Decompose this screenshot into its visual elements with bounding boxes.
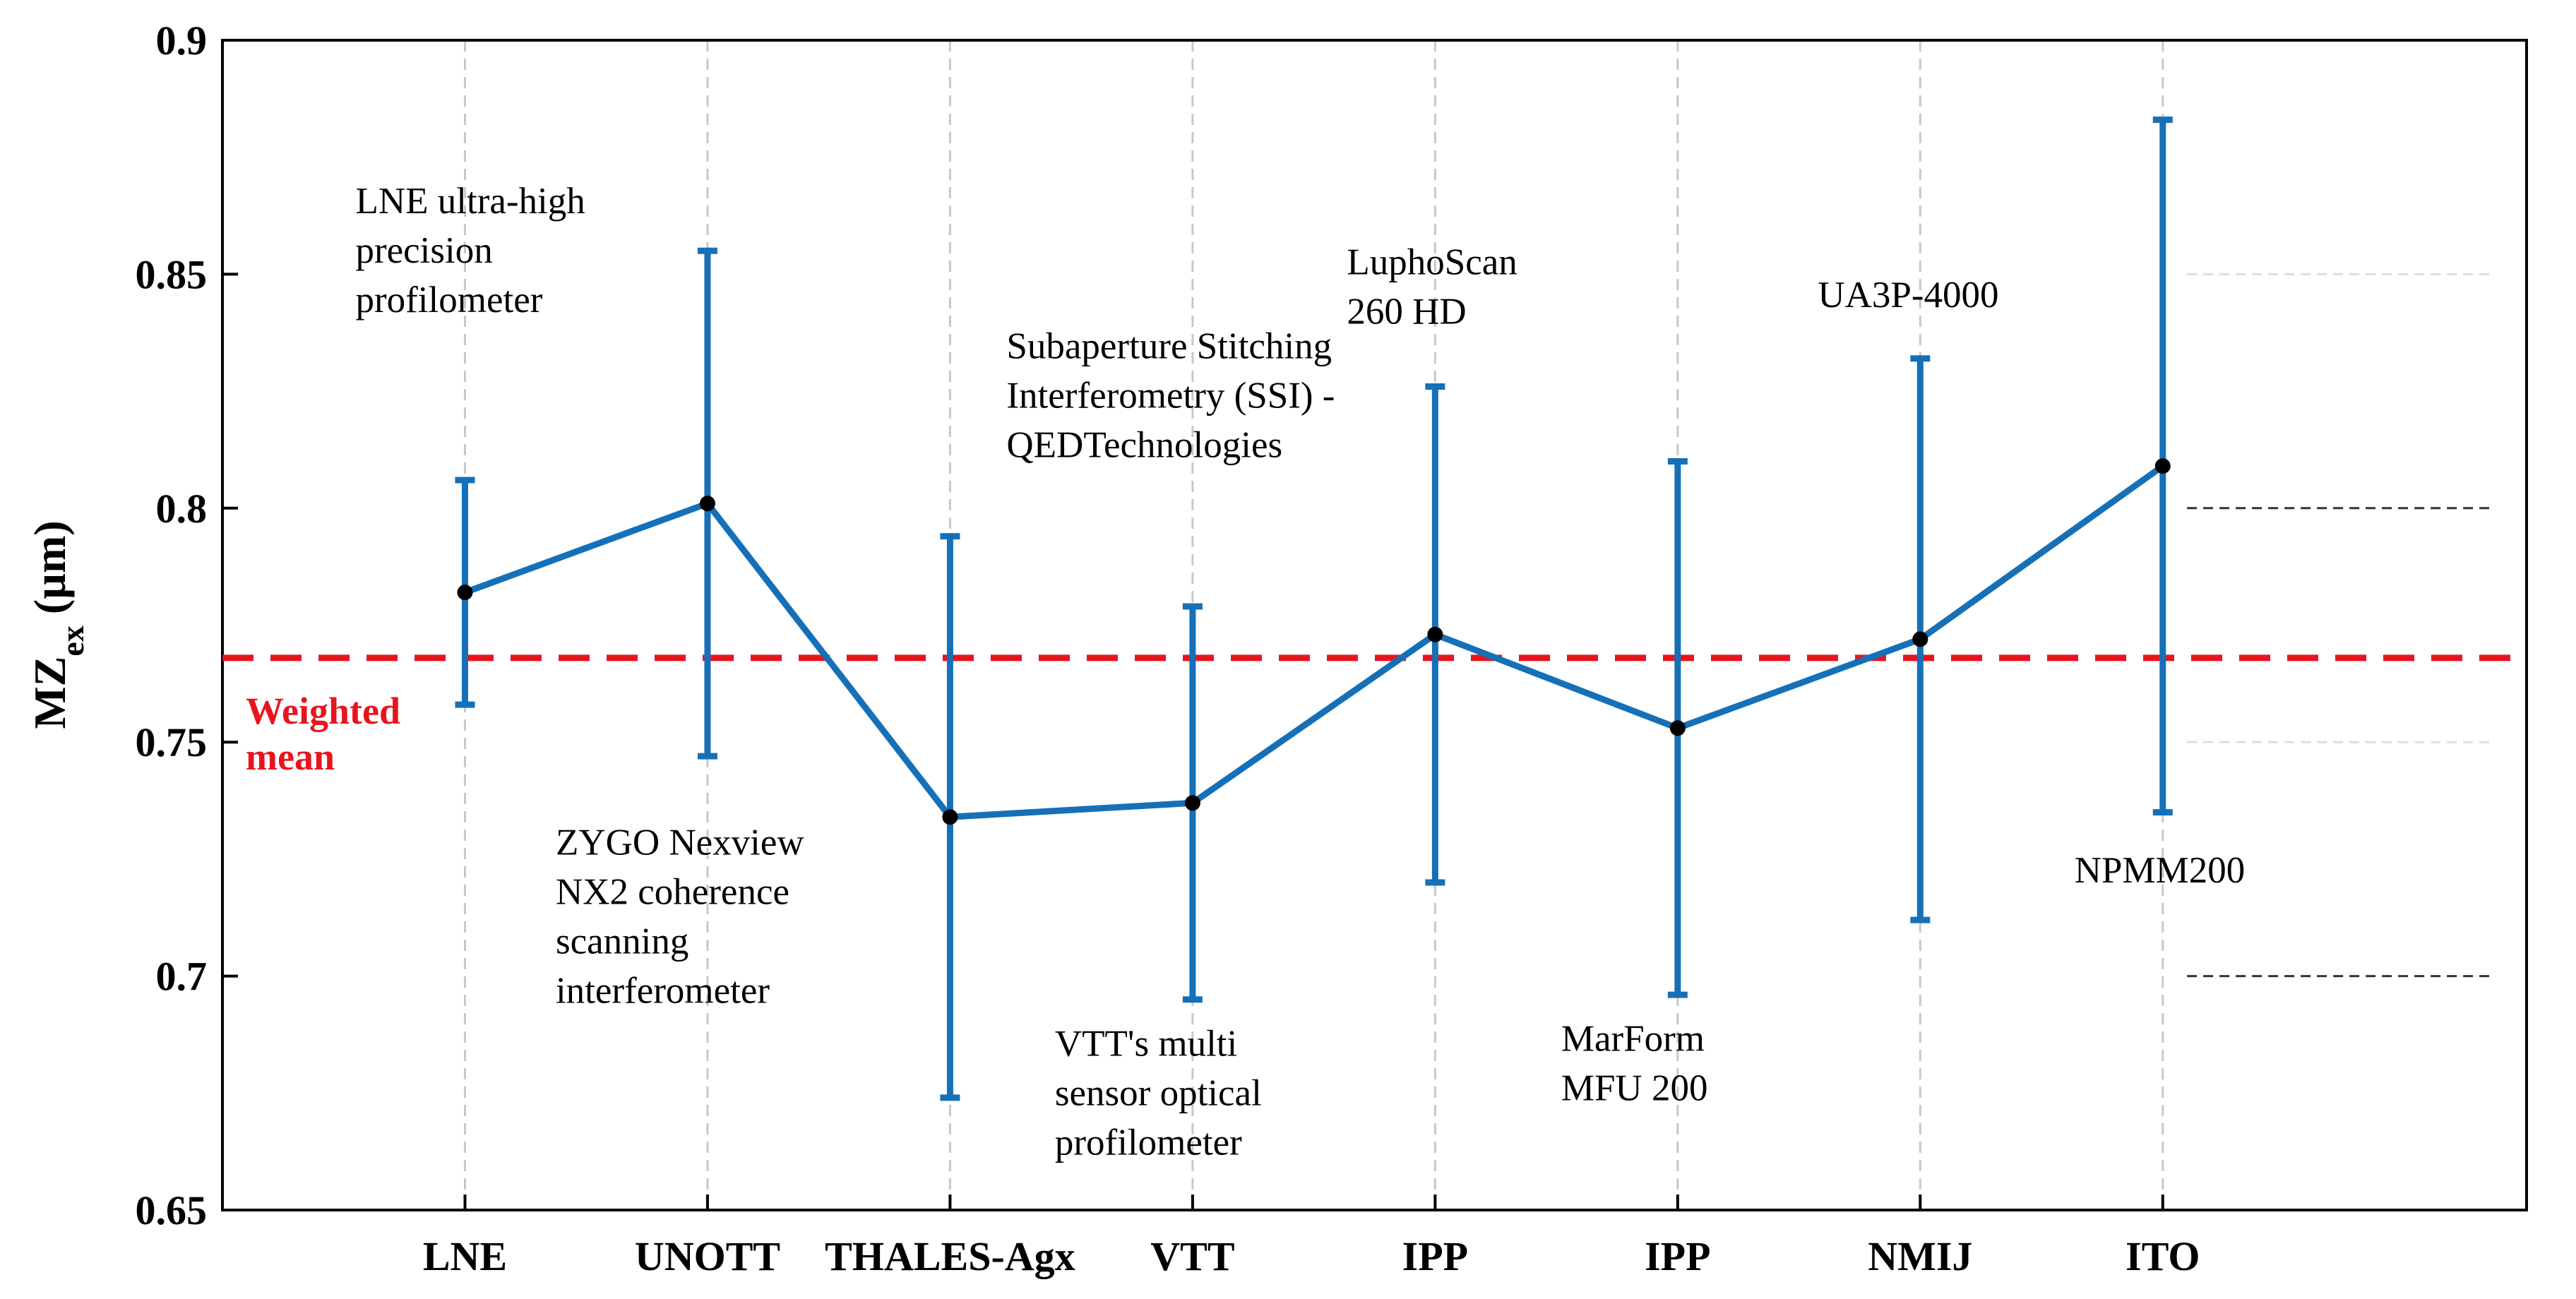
y-tick-label: 0.7 — [156, 954, 208, 1000]
data-point — [1669, 720, 1686, 736]
annotation-text: 260 HD — [1347, 291, 1466, 332]
annotation-text: NX2 coherence — [556, 871, 789, 912]
data-point — [457, 585, 473, 601]
annotation-text: LuphoScan — [1347, 241, 1517, 282]
annotation-text: LNE ultra-high — [355, 181, 585, 222]
plot-area-border — [221, 39, 2528, 1211]
x-tick-label: ITO — [2125, 1233, 2200, 1279]
annotation-text: MFU 200 — [1561, 1068, 1708, 1109]
annotation-text: MarForm — [1561, 1019, 1705, 1060]
data-point — [1912, 631, 1928, 647]
annotation-text: NPMM200 — [2075, 850, 2246, 891]
x-tick-label: VTT — [1150, 1233, 1234, 1279]
annotation-text: interferometer — [556, 970, 770, 1011]
annotation-text: Interferometry (SSI) - — [1006, 376, 1335, 417]
weighted-mean-label: Weighted — [246, 690, 400, 732]
data-point — [699, 496, 715, 512]
annotation-text: VTT's multi — [1055, 1023, 1237, 1064]
annotation-text: UA3P-4000 — [1818, 275, 1998, 316]
y-tick-label: 0.85 — [136, 251, 208, 297]
data-point — [1427, 626, 1443, 642]
annotation-text: scanning — [556, 921, 688, 962]
annotation-text: ZYGO Nexview — [556, 822, 804, 863]
y-tick-label: 0.9 — [156, 18, 208, 64]
x-tick-label: LNE — [423, 1233, 507, 1279]
weighted-mean-label: mean — [246, 736, 335, 778]
x-tick-label: UNOTT — [635, 1233, 780, 1279]
data-point — [942, 809, 958, 825]
y-tick-label: 0.8 — [156, 486, 208, 532]
x-tick-label: THALES-Agx — [825, 1233, 1075, 1279]
y-tick-label: 0.75 — [136, 719, 208, 765]
annotation-text: profilometer — [1055, 1122, 1242, 1163]
y-tick-label: 0.65 — [136, 1187, 208, 1233]
x-tick-label: NMIJ — [1868, 1233, 1972, 1279]
annotation-text: profilometer — [355, 280, 542, 321]
annotation-text: Subaperture Stitching — [1006, 326, 1332, 367]
annotation-text: QEDTechnologies — [1006, 425, 1282, 466]
data-point — [2154, 458, 2171, 474]
x-tick-label: IPP — [1645, 1233, 1710, 1279]
annotation-text: sensor optical — [1055, 1072, 1262, 1113]
annotation-text: precision — [355, 230, 492, 271]
series-line — [463, 463, 2165, 820]
data-point — [1184, 795, 1200, 811]
y-axis-label: MZex (µm) — [25, 520, 90, 729]
x-tick-label: IPP — [1402, 1233, 1468, 1279]
